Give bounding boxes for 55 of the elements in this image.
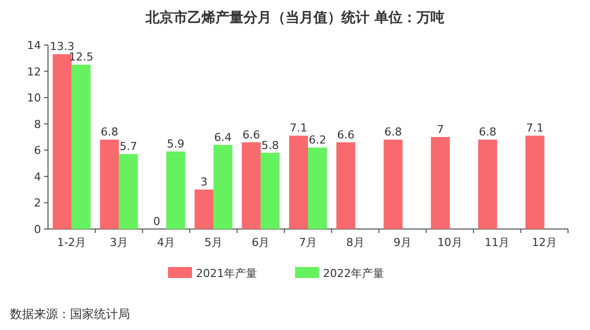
y-tick-label: 6 xyxy=(34,144,41,158)
bar xyxy=(384,140,403,229)
x-tick-label: 11月 xyxy=(484,236,510,249)
chart-title: 北京市乙烯产量分月（当月值）统计 单位：万吨 xyxy=(144,9,444,26)
x-tick-label: 5月 xyxy=(204,236,222,249)
data-label: 7.1 xyxy=(526,122,544,135)
y-tick-label: 2 xyxy=(34,196,41,210)
x-tick-label: 1-2月 xyxy=(57,236,86,249)
y-tick-label: 10 xyxy=(27,92,41,105)
legend-label: 2021年产量 xyxy=(196,267,257,280)
bar xyxy=(194,190,214,229)
bar xyxy=(289,136,308,229)
x-tick-label: 6月 xyxy=(252,236,270,249)
data-label: 13.3 xyxy=(50,40,74,54)
y-tick-label: 4 xyxy=(34,170,41,184)
x-tick-label: 9月 xyxy=(394,236,412,249)
x-tick-label: 10月 xyxy=(437,236,462,249)
y-tick-label: 0 xyxy=(34,223,41,236)
data-label: 0 xyxy=(153,215,160,228)
data-label: 6.6 xyxy=(242,128,260,142)
data-label: 6.4 xyxy=(214,130,232,144)
x-tick-label: 12月 xyxy=(532,236,557,249)
bar xyxy=(52,54,72,229)
data-label: 5.9 xyxy=(166,137,184,150)
y-tick-label: 14 xyxy=(27,39,41,52)
bar xyxy=(478,140,498,229)
data-label: 6.6 xyxy=(337,128,355,142)
data-label: 3 xyxy=(200,176,208,189)
data-label: 5.8 xyxy=(261,138,279,152)
y-tick-label: 8 xyxy=(34,118,41,131)
bar xyxy=(260,152,280,229)
bar xyxy=(308,148,327,229)
x-tick-label: 7月 xyxy=(299,236,317,249)
data-label: 6.8 xyxy=(384,126,402,139)
bar xyxy=(100,140,119,229)
data-label: 6.8 xyxy=(100,126,118,139)
data-label: 6.8 xyxy=(478,126,496,139)
bar xyxy=(213,144,232,229)
y-tick-label: 12 xyxy=(27,65,41,78)
data-label: 7.1 xyxy=(290,122,308,135)
data-label: 5.7 xyxy=(120,140,138,154)
x-tick-label: 4月 xyxy=(157,236,176,249)
bar xyxy=(430,137,450,229)
data-label: 6.2 xyxy=(308,134,326,147)
legend-label: 2022年产量 xyxy=(323,267,384,280)
bar xyxy=(525,136,544,229)
bar xyxy=(242,142,261,229)
bar xyxy=(72,64,91,229)
x-tick-label: 3月 xyxy=(110,236,128,249)
source-note: 数据来源：国家统计局 xyxy=(10,307,130,321)
data-label: 7 xyxy=(436,123,444,136)
bar xyxy=(118,154,138,229)
bar xyxy=(166,151,186,229)
bar xyxy=(336,142,356,229)
x-tick-label: 8月 xyxy=(346,236,364,249)
